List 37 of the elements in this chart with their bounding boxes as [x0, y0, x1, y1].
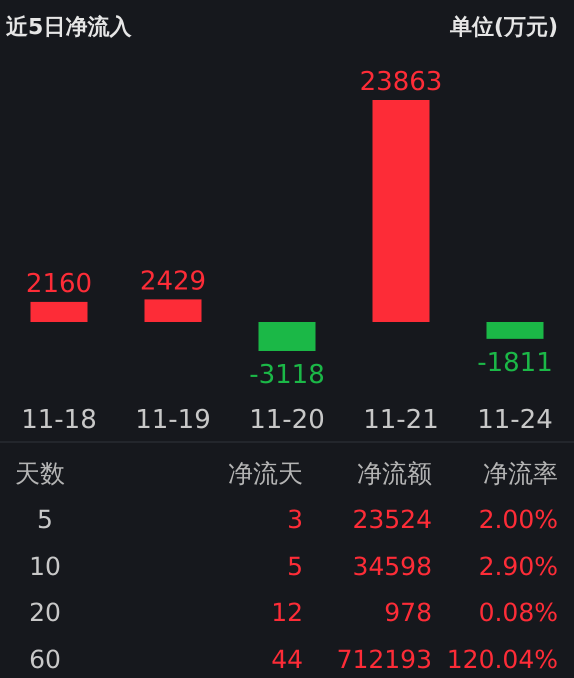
data-label: 2429	[140, 266, 206, 296]
data-label: 23863	[360, 67, 442, 97]
text: 20	[29, 598, 61, 627]
x-tick-label: 11-21	[363, 405, 439, 435]
chart-subtitle: 单位(万元)	[448, 15, 558, 40]
data-label: -1811	[477, 348, 553, 378]
text: 60	[29, 645, 61, 674]
text: 净流率	[483, 459, 558, 488]
chart-title: 近5日净流入	[5, 14, 132, 40]
text: 12	[271, 598, 303, 627]
text: 2.90%	[478, 552, 558, 581]
text: 44	[271, 645, 303, 674]
bar	[486, 322, 544, 339]
text: 天数	[15, 459, 65, 488]
x-tick-label: 11-20	[249, 405, 325, 435]
x-tick-label: 11-18	[21, 405, 97, 435]
bar	[144, 299, 202, 322]
text: 34598	[352, 552, 432, 581]
text: 2.00%	[478, 505, 558, 534]
text: 3	[287, 505, 303, 534]
x-tick-label: 11-19	[135, 405, 211, 435]
text: 5	[287, 552, 303, 581]
text: 23524	[352, 505, 432, 534]
data-label: -3118	[249, 360, 325, 390]
text: 5	[37, 505, 53, 534]
text: 净流额	[357, 459, 432, 488]
bar	[30, 302, 88, 322]
text: 120.04%	[446, 645, 558, 674]
bar	[372, 100, 430, 322]
text: 712193	[336, 645, 432, 674]
text: 10	[29, 552, 61, 581]
bar	[258, 322, 316, 351]
text: 978	[384, 598, 432, 627]
data-label: 2160	[26, 268, 92, 299]
text: 净流天	[228, 459, 303, 488]
x-tick-label: 11-24	[477, 405, 553, 435]
text: 0.08%	[478, 598, 558, 627]
